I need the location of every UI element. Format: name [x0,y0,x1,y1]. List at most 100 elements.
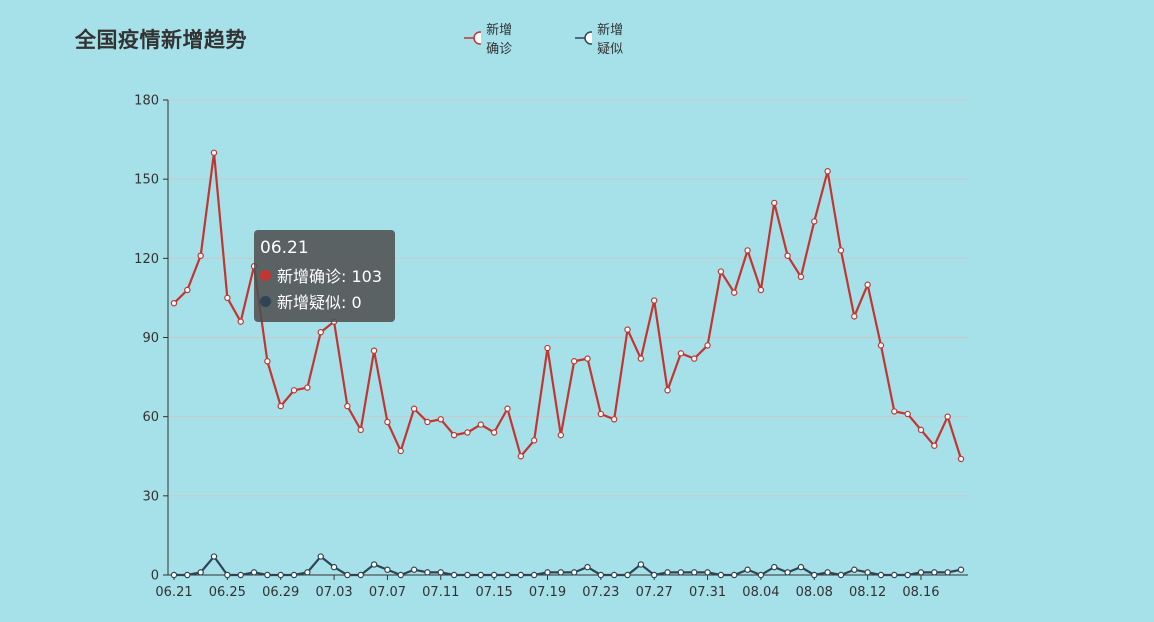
legend-line-marker-icon [464,31,482,45]
series-dot-icon [260,295,271,307]
data-point [784,252,791,259]
data-point [837,571,845,579]
data-point [557,431,565,439]
x-tick-label: 08.12 [849,585,886,600]
data-point [597,571,605,579]
data-point [370,347,378,354]
tooltip-row-suspected: 新增疑似: 0 [260,288,389,314]
data-point [304,384,311,391]
data-point [877,342,885,349]
data-point [637,355,645,362]
data-point [811,218,818,225]
x-tick-label: 07.31 [689,585,726,600]
x-tick-label: 07.15 [476,585,513,600]
data-point [731,289,738,296]
data-point [784,569,791,576]
tooltip-value-suspected: 新增疑似: 0 [277,293,362,312]
data-point [424,569,431,576]
data-point [851,566,858,573]
data-point [477,421,484,428]
data-point [264,571,271,579]
data-point [317,553,324,560]
data-point [250,569,258,576]
data-point [957,566,965,573]
data-point [197,569,204,576]
data-point [811,571,818,579]
data-point [570,358,578,365]
data-point [597,410,605,418]
legend-label-confirmed: 新增确诊 [486,23,513,57]
data-point [944,413,951,420]
data-point [824,569,831,576]
data-point [410,566,418,573]
data-point [264,358,271,365]
data-point [210,553,218,560]
y-tick-label: 90 [142,331,159,346]
chart-title: 全国疫情新增趋势 [75,28,247,52]
data-point [184,286,191,294]
data-point [691,355,698,362]
data-point [557,569,565,576]
data-point [917,426,925,434]
x-tick-label: 07.23 [582,585,619,600]
data-point [237,318,244,325]
x-tick-label: 07.07 [369,585,406,600]
y-tick-label: 180 [134,94,159,109]
data-point [477,571,484,579]
y-tick-label: 30 [142,489,159,504]
legend-item-suspected[interactable]: 新增疑似 [575,23,625,57]
data-point [624,326,631,333]
tooltip-row-confirmed: 新增确诊: 103 [260,262,389,288]
data-point [544,344,551,352]
data-point [757,286,765,294]
series-dot-icon [260,269,271,281]
x-tick-label: 07.03 [315,585,352,600]
data-point [170,299,178,307]
data-point [357,571,364,579]
x-tick-label: 08.04 [742,585,779,600]
data-point [437,569,444,576]
data-point [464,571,471,579]
data-point [384,418,391,426]
data-point [357,426,364,434]
data-point [904,410,911,418]
data-point [664,387,671,394]
data-point [837,247,845,254]
data-point [224,571,231,579]
data-point [704,342,711,349]
data-point [610,571,618,579]
legend-item-confirmed[interactable]: 新增确诊 [464,23,514,57]
data-point [210,149,218,156]
data-point [757,571,765,579]
tooltip-value-confirmed: 新增确诊: 103 [277,267,383,286]
data-point [717,571,725,579]
data-point [931,569,938,576]
data-point [224,294,231,302]
data-point [410,405,418,412]
data-point [170,571,178,579]
y-tick-label: 120 [134,252,159,267]
data-point [664,569,671,576]
data-point [651,297,658,304]
data-point [530,571,538,579]
data-point [917,569,925,576]
data-point [584,355,591,362]
data-point [290,387,298,394]
data-point [290,571,298,579]
data-point [344,402,351,410]
data-point [424,418,431,426]
data-point [544,569,551,576]
series-line-1 [174,555,962,577]
data-point [771,563,778,571]
data-point [691,569,698,576]
data-point [184,571,191,579]
data-point [731,571,738,579]
y-tick-label: 150 [134,173,159,188]
y-tick-label: 60 [142,410,159,425]
data-point [624,571,631,579]
data-point [877,571,885,579]
data-point [891,408,898,415]
x-tick-label: 08.08 [796,585,833,600]
data-point [530,437,538,444]
